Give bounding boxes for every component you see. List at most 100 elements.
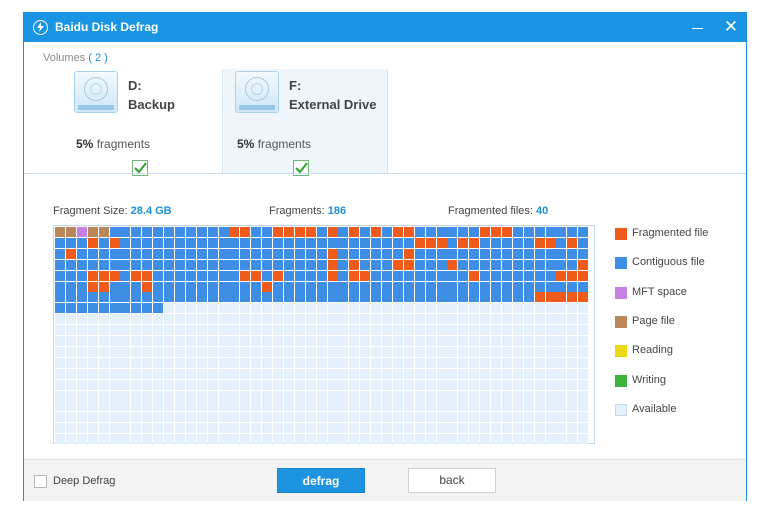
- disk-block: [469, 412, 480, 423]
- disk-block: [338, 227, 349, 237]
- disk-block: [523, 292, 534, 303]
- disk-block: [545, 227, 556, 237]
- disk-block: [523, 227, 534, 237]
- disk-block: [316, 368, 327, 379]
- disk-block: [240, 303, 251, 314]
- disk-block: [294, 423, 305, 434]
- disk-block: [218, 379, 229, 390]
- disk-block: [382, 237, 392, 248]
- disk-block: [491, 227, 501, 237]
- disk-block: [153, 281, 164, 292]
- disk-block: [174, 390, 185, 401]
- disk-block: [382, 292, 392, 303]
- disk-block: [218, 259, 229, 270]
- volume-checkbox-d[interactable]: [132, 160, 148, 176]
- disk-block: [480, 292, 491, 303]
- disk-block: [55, 423, 65, 434]
- disk-block: [556, 434, 567, 445]
- volume-card-d[interactable]: D: Backup 5% fragments: [62, 69, 228, 176]
- disk-block: [120, 401, 131, 412]
- minimize-button[interactable]: [686, 17, 708, 37]
- disk-block: [403, 379, 414, 390]
- defrag-button[interactable]: defrag: [277, 468, 365, 493]
- legend-item-page-file: Page file: [615, 314, 725, 328]
- disk-block: [262, 379, 273, 390]
- disk-block: [403, 434, 414, 445]
- disk-block: [305, 292, 316, 303]
- disk-block: [360, 423, 371, 434]
- disk-block: [109, 368, 120, 379]
- disk-block: [218, 357, 229, 368]
- disk-block: [327, 248, 338, 259]
- disk-block: [567, 357, 578, 368]
- disk-block: [512, 325, 523, 336]
- disk-block: [371, 303, 382, 314]
- disk-block: [196, 336, 207, 346]
- disk-block: [251, 303, 262, 314]
- disk-block: [120, 227, 131, 237]
- volume-checkbox-f[interactable]: [293, 160, 309, 176]
- disk-block: [98, 357, 109, 368]
- disk-block: [153, 390, 164, 401]
- disk-block: [305, 281, 316, 292]
- disk-block: [480, 270, 491, 281]
- disk-block: [87, 292, 98, 303]
- disk-block: [283, 368, 294, 379]
- disk-block: [185, 368, 196, 379]
- back-button[interactable]: back: [408, 468, 496, 493]
- disk-block: [153, 412, 164, 423]
- disk-block: [273, 314, 283, 325]
- disk-block: [436, 281, 447, 292]
- disk-block: [316, 237, 327, 248]
- disk-block: [76, 368, 87, 379]
- disk-block: [480, 227, 491, 237]
- disk-block: [283, 314, 294, 325]
- disk-block: [87, 259, 98, 270]
- disk-block: [458, 368, 469, 379]
- disk-block: [556, 259, 567, 270]
- disk-block: [425, 303, 436, 314]
- disk-block: [436, 270, 447, 281]
- disk-block: [338, 423, 349, 434]
- disk-block: [436, 368, 447, 379]
- disk-block: [305, 227, 316, 237]
- disk-block: [196, 314, 207, 325]
- disk-block: [545, 325, 556, 336]
- disk-block: [218, 325, 229, 336]
- disk-block: [240, 379, 251, 390]
- disk-block: [469, 401, 480, 412]
- hard-drive-icon: [74, 71, 118, 113]
- disk-block: [523, 423, 534, 434]
- disk-block: [469, 357, 480, 368]
- disk-block: [273, 270, 283, 281]
- disk-block: [545, 270, 556, 281]
- disk-block: [371, 390, 382, 401]
- close-button[interactable]: ✕: [720, 17, 742, 37]
- disk-block: [403, 401, 414, 412]
- disk-block: [327, 270, 338, 281]
- disk-block: [523, 237, 534, 248]
- disk-block: [164, 346, 174, 357]
- disk-block: [523, 325, 534, 336]
- disk-block: [469, 434, 480, 445]
- disk-block: [76, 325, 87, 336]
- disk-block: [469, 303, 480, 314]
- disk-block: [240, 314, 251, 325]
- disk-block: [196, 303, 207, 314]
- disk-block: [425, 314, 436, 325]
- disk-block: [338, 390, 349, 401]
- disk-block: [305, 237, 316, 248]
- disk-block: [523, 390, 534, 401]
- disk-block: [283, 259, 294, 270]
- disk-block: [207, 303, 218, 314]
- volume-card-f[interactable]: F: External Drive 5% fragments: [222, 69, 388, 176]
- disk-block: [338, 281, 349, 292]
- disk-block: [185, 390, 196, 401]
- disk-block: [469, 346, 480, 357]
- disk-block: [338, 368, 349, 379]
- deep-defrag-checkbox[interactable]: [34, 475, 47, 488]
- disk-block: [283, 292, 294, 303]
- disk-block: [164, 423, 174, 434]
- disk-block: [556, 336, 567, 346]
- disk-block: [403, 292, 414, 303]
